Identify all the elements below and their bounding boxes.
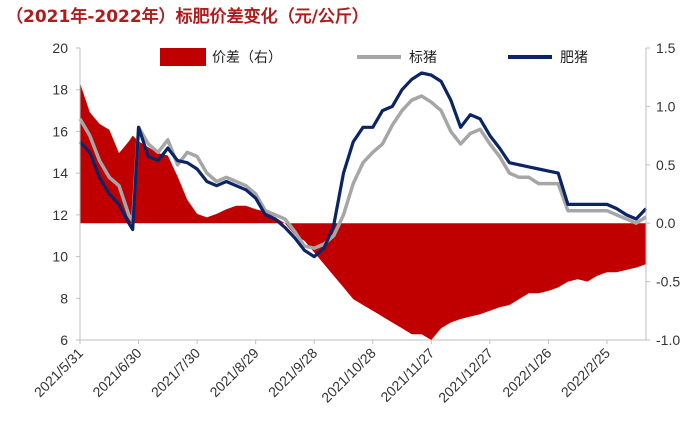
fat-pig-line <box>78 71 648 259</box>
standard-pig-line <box>78 94 647 250</box>
price-lines-layer <box>78 71 648 259</box>
x-tick-label: 2021/9/28 <box>265 345 321 401</box>
x-tick-label: 2022/2/25 <box>558 345 614 401</box>
left-tick-label: 6 <box>60 332 68 348</box>
spread-area <box>80 83 646 340</box>
legend-label: 价差（右） <box>212 50 282 66</box>
x-tick-label: 2021/8/29 <box>206 345 262 401</box>
x-tick-label: 2021/12/27 <box>435 345 496 406</box>
left-tick-label: 10 <box>52 249 68 265</box>
left-tick-label: 8 <box>60 290 68 306</box>
legend-label: 标猪 <box>409 50 437 66</box>
left-tick-label: 14 <box>52 165 68 181</box>
right-tick-label: -1.0 <box>656 332 680 348</box>
legend-swatch-spread <box>160 48 206 66</box>
x-tick-label: 2021/6/30 <box>89 345 145 401</box>
chart-title: （2021年-2022年）标肥价差变化（元/公斤） <box>6 7 369 27</box>
right-tick-label: 1.5 <box>656 40 676 56</box>
right-tick-label: 0.5 <box>656 157 676 173</box>
left-tick-label: 12 <box>52 207 68 223</box>
x-tick-label: 2021/10/28 <box>318 345 379 406</box>
x-tick-label: 2022/1/26 <box>499 345 555 401</box>
x-tick-label: 2021/5/31 <box>31 345 87 401</box>
legend: 价差（右） 标猪 肥猪 <box>160 48 588 66</box>
x-tick-label: 2021/7/30 <box>148 345 204 401</box>
right-tick-label: 0.0 <box>656 215 676 231</box>
right-tick-label: 1.0 <box>656 98 676 114</box>
legend-label: 肥猪 <box>560 50 588 66</box>
spread-area-layer <box>80 83 646 340</box>
left-tick-label: 18 <box>52 82 68 98</box>
right-tick-label: -0.5 <box>656 274 680 290</box>
x-tick-label: 2021/11/27 <box>377 345 437 405</box>
left-tick-label: 16 <box>52 123 68 139</box>
left-tick-label: 20 <box>52 40 68 56</box>
